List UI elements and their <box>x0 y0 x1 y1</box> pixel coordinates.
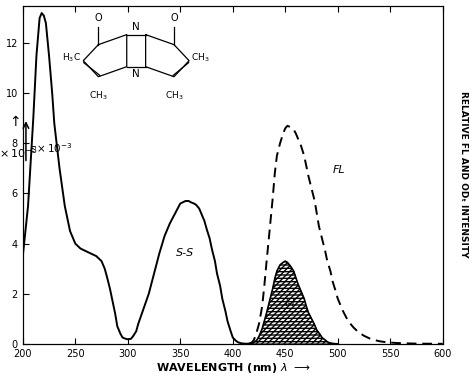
Text: S-S: S-S <box>176 248 195 258</box>
Y-axis label: RELATIVE FL AND ODₜ INTENSITY: RELATIVE FL AND ODₜ INTENSITY <box>459 91 468 258</box>
Text: $\varepsilon \times 10^{-3}$: $\varepsilon \times 10^{-3}$ <box>29 141 73 155</box>
Text: $\varepsilon \times 10^{-3}$: $\varepsilon \times 10^{-3}$ <box>0 144 37 161</box>
Text: N: N <box>132 22 140 32</box>
Text: CH$_3$: CH$_3$ <box>164 89 183 102</box>
Text: O: O <box>95 13 102 23</box>
Text: O: O <box>170 13 178 23</box>
X-axis label: WAVELENGTH (nm) $\lambda$ $\longrightarrow$: WAVELENGTH (nm) $\lambda$ $\longrightarr… <box>155 362 310 375</box>
Text: H$_3$C: H$_3$C <box>62 52 81 64</box>
Text: CH$_3$: CH$_3$ <box>89 89 108 102</box>
Text: $\uparrow$: $\uparrow$ <box>8 114 21 130</box>
Text: T-T: T-T <box>284 298 297 308</box>
Text: FL: FL <box>333 165 345 175</box>
Text: N: N <box>132 69 140 79</box>
Text: CH$_3$: CH$_3$ <box>191 52 210 64</box>
